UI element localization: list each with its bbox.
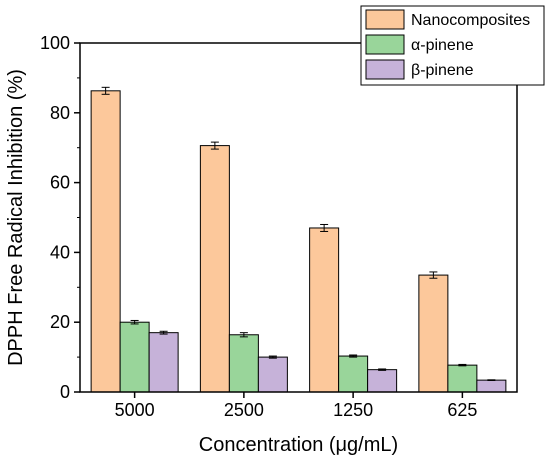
bars-layer <box>90 90 507 393</box>
legend-label: α-pinene <box>411 37 474 54</box>
x-tick-label: 5000 <box>115 400 155 420</box>
error-bar <box>130 319 139 325</box>
legend-swatch <box>365 34 405 55</box>
error-bar <box>378 368 387 371</box>
bar-β-pinene-5000 <box>148 332 179 393</box>
x-tick-label: 1250 <box>333 400 373 420</box>
bar-β-pinene-2500 <box>257 356 288 393</box>
y-tick-label: 40 <box>50 242 70 262</box>
y-tick-label: 0 <box>60 382 70 402</box>
axis-ticks: 5000 2500 1250 625 0 20 40 60 80 100 <box>40 33 477 420</box>
error-bar <box>268 355 277 359</box>
error-bar <box>349 354 358 358</box>
bar-β-pinene-1250 <box>367 369 398 393</box>
x-tick-label: 2500 <box>224 400 264 420</box>
y-tick-label: 100 <box>40 33 70 53</box>
error-bar <box>487 379 496 381</box>
legend-swatch <box>365 9 405 30</box>
x-axis-label: Concentration (μg/mL) <box>199 434 398 456</box>
bar-α-pinene-5000 <box>119 321 150 393</box>
bar-β-pinene-625 <box>476 379 507 393</box>
error-bar <box>429 271 438 279</box>
legend-label: β-pinene <box>411 62 474 79</box>
bar-α-pinene-625 <box>447 364 478 393</box>
error-bar <box>239 332 248 338</box>
errorbars-layer <box>101 86 496 381</box>
error-bar <box>101 86 110 95</box>
x-tick-label: 625 <box>447 400 477 420</box>
bar-Nanocomposites-2500 <box>199 145 230 393</box>
y-tick-label: 20 <box>50 312 70 332</box>
error-bar <box>159 330 168 335</box>
legend: Nanocomposites α-pinene β-pinene <box>360 5 545 86</box>
error-bar <box>320 223 329 232</box>
legend-swatch <box>365 59 405 80</box>
bar-Nanocomposites-5000 <box>90 90 121 393</box>
error-bar <box>458 363 467 367</box>
y-axis-label: DPPH Free Radical Inhibition (%) <box>5 69 27 366</box>
y-tick-label: 80 <box>50 103 70 123</box>
bar-α-pinene-1250 <box>338 355 369 393</box>
error-bar <box>210 141 219 150</box>
y-tick-label: 60 <box>50 173 70 193</box>
legend-label: Nanocomposites <box>411 12 530 29</box>
bar-Nanocomposites-1250 <box>309 227 340 393</box>
bar-Nanocomposites-625 <box>418 274 449 393</box>
bar-α-pinene-2500 <box>228 334 259 393</box>
